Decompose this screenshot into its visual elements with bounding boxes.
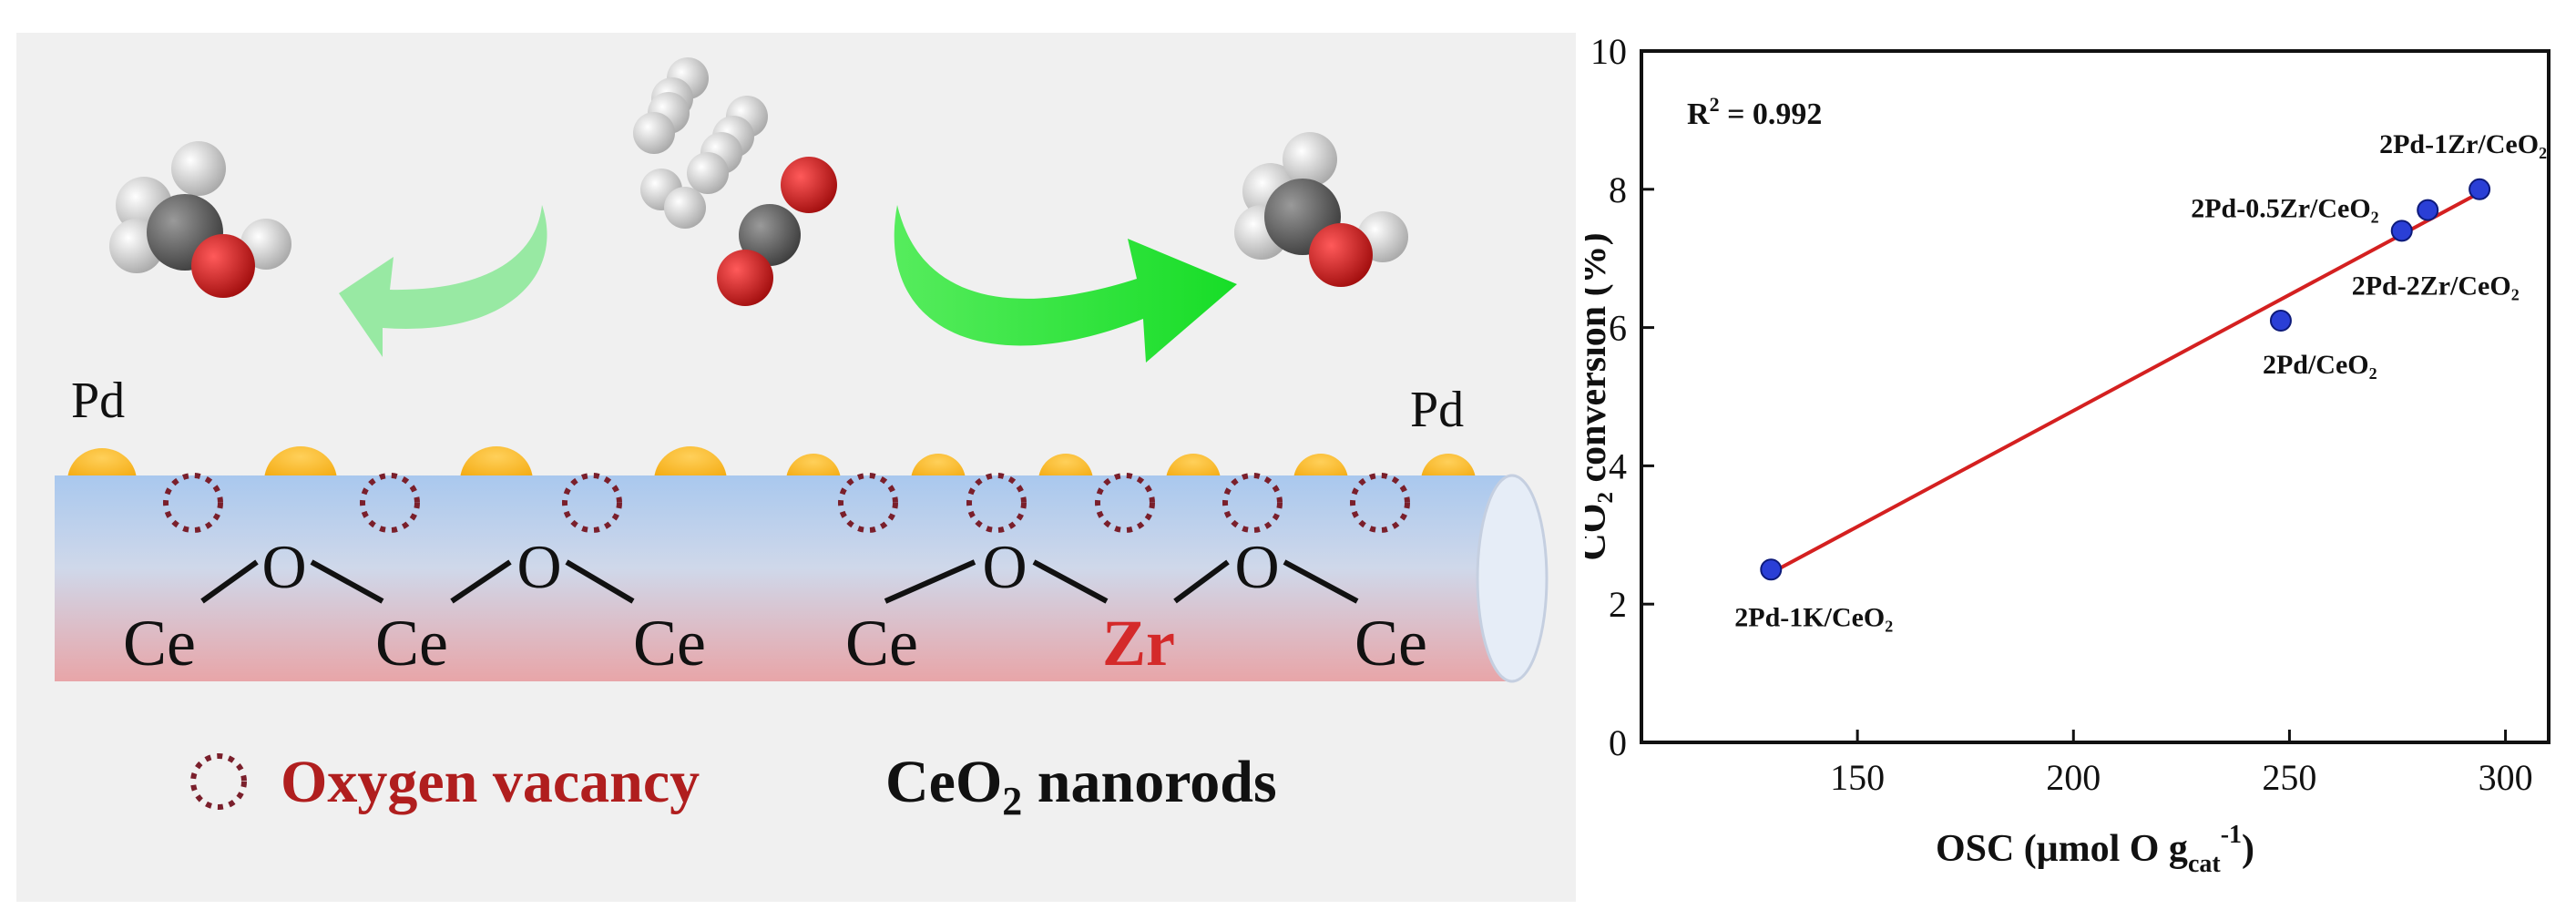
y-tick-label: 6: [1609, 308, 1627, 349]
y-tick-label: 0: [1609, 722, 1627, 763]
oxygen-atom-label: O: [982, 532, 1027, 601]
oxygen-vacancies: [163, 473, 1410, 533]
vacancy-legend-icon: [190, 753, 247, 810]
data-point-label: 2Pd-1K/CeO₂: [1734, 602, 1893, 632]
oxygen-atom-label: O: [1234, 532, 1279, 601]
bright-reaction-arrow: [894, 205, 1237, 363]
x-tick-label: 250: [2262, 757, 2316, 798]
data-point: [2390, 220, 2413, 242]
cerium-atom-label: Ce: [1354, 607, 1427, 680]
oxygen-atom-label: O: [516, 532, 561, 601]
data-point: [2417, 199, 2439, 221]
vacancy-legend-label: Oxygen vacancy: [281, 749, 700, 815]
y-tick-label: 8: [1609, 169, 1627, 210]
hydrogen-molecules: [633, 57, 768, 229]
y-tick-label: 10: [1590, 31, 1627, 72]
pd-label-right: Pd: [1410, 382, 1464, 438]
data-point-label: 2Pd/CeO₂: [2263, 350, 2377, 380]
pd-label-left: Pd: [71, 373, 125, 429]
co2-molecule: [717, 157, 837, 306]
cerium-atom-label: Ce: [845, 607, 918, 680]
faint-reaction-arrow: [339, 205, 547, 357]
data-point-label: 2Pd-2Zr/CeO₂: [2352, 271, 2520, 301]
linear-fit-line: [1770, 190, 2481, 575]
data-point-label: 2Pd-0.5Zr/CeO₂: [2191, 194, 2378, 224]
x-tick-label: 150: [1830, 757, 1885, 798]
oxygen-atom-label: O: [261, 532, 306, 601]
osc-conversion-chart: 0 2 4 6 8 10 150 200 250 300 2Pd-1K/CeO₂ 2Pd/CeO₂ 2P…: [1585, 31, 2550, 878]
cerium-atom-label: Ce: [375, 607, 448, 680]
cerium-atom-label: Ce: [123, 607, 196, 680]
data-point: [1760, 558, 1783, 581]
methanol-molecule-left: [109, 141, 291, 298]
x-tick-label: 200: [2046, 757, 2101, 798]
pd-nanoparticles: [67, 446, 1476, 481]
x-tick-label: 300: [2479, 757, 2533, 798]
catalyst-scheme: Pd Pd O O: [16, 33, 1576, 902]
r-squared-annotation: R2 = 0.992: [1687, 93, 1822, 131]
data-point: [2469, 178, 2491, 200]
lattice-bonds: [200, 559, 1359, 604]
cerium-atom-label: Ce: [633, 607, 706, 680]
plot-frame: [1640, 49, 2550, 744]
ceo2-nanorod: [55, 474, 1549, 683]
nanorods-legend-label: CeO2 nanorods: [885, 749, 1277, 823]
zirconium-atom-label: Zr: [1102, 607, 1175, 680]
data-point-label: 2Pd-1Zr/CeO₂: [2379, 129, 2547, 159]
methanol-molecule-right: [1234, 132, 1408, 287]
y-tick-label: 2: [1609, 584, 1627, 625]
x-axis-label: OSC (μmol O gcat-1): [1936, 821, 2254, 878]
y-axis-label: CO₂ conversion (%): [1585, 232, 1614, 560]
data-point: [2269, 310, 2292, 332]
y-tick-label: 4: [1609, 445, 1627, 486]
